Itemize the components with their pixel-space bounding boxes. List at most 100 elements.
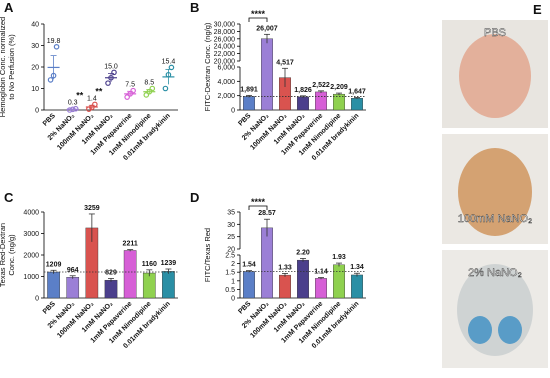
significance-bracket [248, 205, 268, 210]
y-tick-label: 22,000 [214, 51, 236, 58]
data-point [111, 69, 117, 76]
bar [351, 274, 363, 299]
y-tick-label: 30 [227, 222, 235, 229]
value-label: 2,522 [312, 82, 330, 89]
significance-label: **** [251, 197, 266, 207]
panel-letter: A [4, 0, 14, 15]
y-tick-label: 0 [231, 108, 235, 115]
data-point [53, 43, 60, 50]
value-label: 1.54 [242, 262, 256, 269]
value-label: 7.5 [125, 82, 135, 89]
bar [279, 274, 291, 299]
y-tick-label: 30,000 [214, 22, 236, 29]
axis-break [236, 61, 244, 67]
value-label: 1,826 [294, 87, 312, 94]
value-label: 1209 [46, 261, 62, 268]
y-tick-label: 2,000 [217, 93, 235, 100]
bar [47, 271, 60, 299]
value-label: 829 [105, 269, 117, 276]
panel-e: E PBS 100mM NaNO₂ 2% NaNO₂ [442, 2, 548, 368]
value-label: 1.34 [350, 264, 364, 271]
brain [458, 148, 532, 236]
significance-label: ** [76, 91, 84, 101]
bar [351, 97, 363, 111]
y-tick-label: 35 [227, 210, 235, 217]
y-tick-label: 24,000 [214, 44, 236, 51]
value-label: 15.0 [104, 63, 118, 70]
y-tick-label: 1000 [23, 274, 39, 281]
y-tick-label: 2 [231, 261, 235, 268]
brain [459, 34, 531, 118]
chart: A Hemoglobin Conc. normalized to No Perfus… [0, 0, 178, 162]
value-label: 28.57 [258, 210, 276, 217]
photo-label: 2% NaNO₂ [468, 267, 522, 279]
dye [468, 316, 492, 344]
y-tick-label: 25 [227, 234, 235, 241]
y-tick-label: 4,000 [217, 79, 235, 86]
chart: C Texas Red-Dextran Conc. (ng/g) 0 1000 2000 3… [0, 190, 178, 350]
value-label: 1,891 [240, 86, 258, 93]
y-tick-label: 0 [35, 108, 39, 115]
value-label: 19.8 [47, 38, 61, 45]
bar [162, 271, 175, 299]
dye [498, 316, 522, 344]
value-label: 1.4 [87, 95, 97, 102]
x-tick-label: PBS [237, 300, 252, 315]
panel-letter: E [533, 2, 542, 17]
y-tick-label: 3000 [23, 231, 39, 238]
data-point [124, 94, 130, 100]
y-axis-title: FITC/Texas Red [203, 228, 212, 282]
value-label: 1.33 [278, 264, 292, 271]
y-tick-label: 20,000 [214, 59, 236, 66]
value-label: 2,209 [330, 84, 348, 91]
bar [261, 227, 273, 299]
chart: D FITC/Texas Red 0 0.5 11.5 22.520 25 30 35 PBS 1.… [190, 190, 366, 350]
significance-label: **** [251, 9, 266, 19]
data-point [47, 77, 54, 83]
axis-break [236, 249, 244, 255]
bar [104, 279, 118, 299]
value-label: 964 [67, 267, 79, 274]
bar [315, 91, 327, 111]
photo-label: PBS [484, 27, 506, 39]
panel-letter: C [4, 190, 14, 205]
value-label: 3259 [84, 205, 100, 212]
bar [66, 277, 80, 299]
x-tick-label: PBS [237, 112, 252, 127]
data-point [162, 85, 169, 92]
value-label: 1160 [142, 261, 157, 268]
y-tick-label: 30 [31, 43, 39, 50]
y-tick-label: 20 [31, 65, 39, 72]
y-tick-label: 10 [31, 86, 39, 93]
data-point [143, 92, 150, 98]
y-tick-label: 20 [227, 247, 235, 254]
value-label: 15.4 [162, 58, 176, 65]
y-axis-title: Hemoglobin Conc. normalized [0, 17, 7, 117]
value-label: 26,007 [256, 25, 278, 32]
y-tick-label: 2.5 [225, 253, 235, 260]
y-tick-label: 1 [231, 278, 235, 285]
y-tick-label: 26,000 [214, 36, 236, 43]
y-tick-label: 1.5 [225, 270, 235, 277]
data-point [92, 101, 98, 108]
value-label: 0.3 [68, 100, 78, 107]
y-tick-label: 28,000 [214, 29, 236, 36]
significance-label: ** [95, 86, 103, 96]
y-tick-label: 0 [35, 296, 39, 303]
y-axis-title: to No Perfusion (%) [7, 34, 16, 100]
value-label: 8.5 [144, 80, 154, 87]
bar [243, 271, 255, 299]
bar [297, 96, 309, 111]
bar [243, 96, 255, 111]
panel-letter: B [190, 0, 199, 15]
y-axis-title: Conc. (ng/g) [7, 234, 16, 276]
bar [142, 272, 156, 299]
y-axis-title: FITC-Dextran Conc. (ng/g) [203, 22, 212, 111]
y-tick-label: 4000 [23, 210, 39, 217]
photo-label: 100mM NaNO₂ [458, 213, 533, 225]
data-point [66, 107, 73, 113]
significance-bracket [248, 17, 268, 22]
bar [123, 250, 137, 299]
value-label: 1239 [161, 260, 177, 267]
